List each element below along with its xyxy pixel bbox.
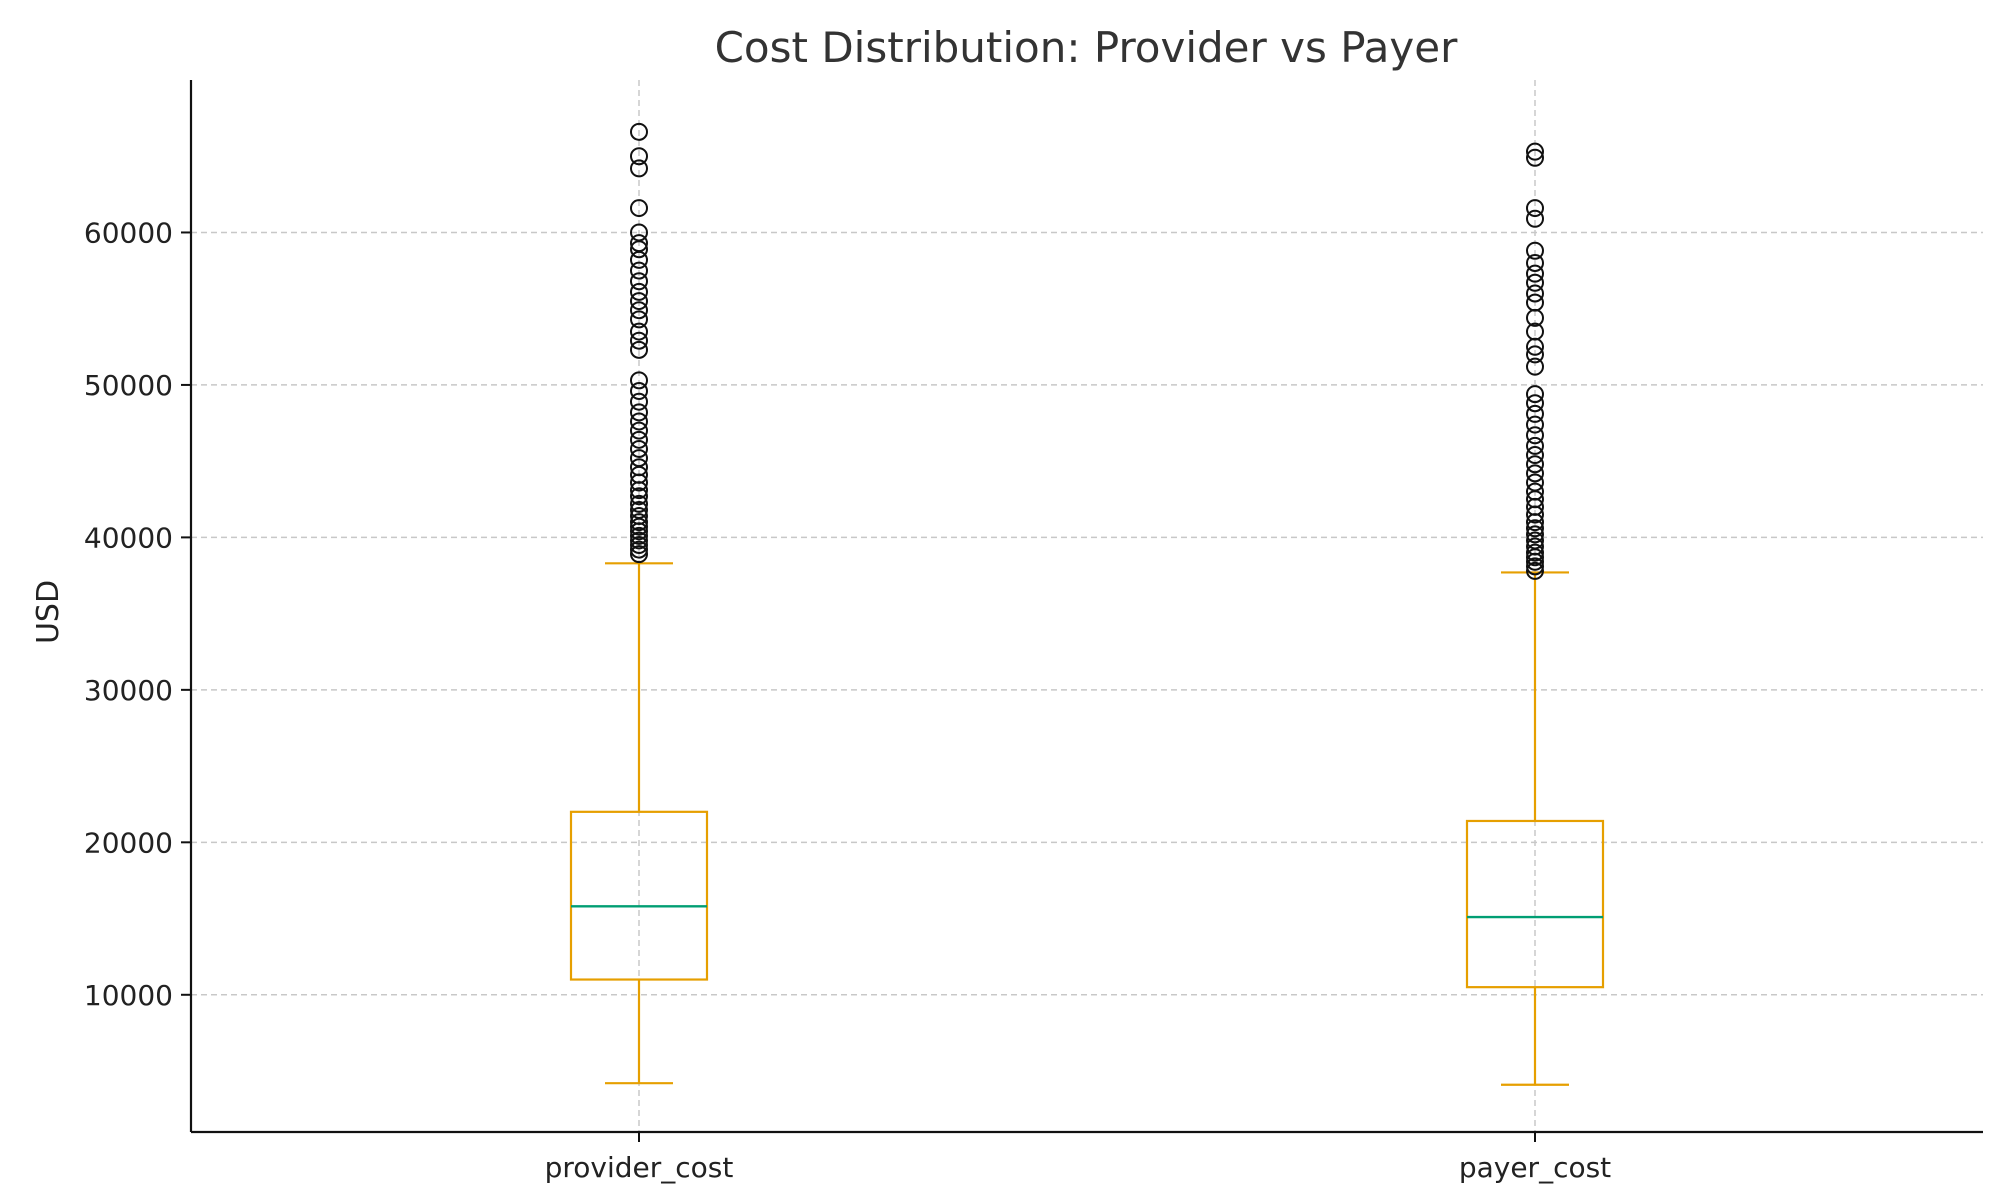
outlier-point	[1526, 209, 1544, 228]
outlier-point	[630, 487, 648, 506]
outlier-point	[1526, 446, 1544, 465]
outlier-point	[1526, 557, 1544, 576]
y-axis-label: USD	[31, 580, 66, 644]
outlier-point	[630, 494, 648, 513]
y-tick-label: 30000	[84, 674, 173, 707]
outlier-point	[1526, 284, 1544, 303]
outlier-point	[630, 282, 648, 301]
outlier-point	[1526, 322, 1544, 341]
outlier-point	[1526, 345, 1544, 364]
outlier-point	[1526, 385, 1544, 404]
y-tick-label: 10000	[84, 979, 173, 1012]
outlier-point	[1526, 394, 1544, 413]
outlier-point	[630, 310, 648, 329]
outlier-point	[1526, 455, 1544, 474]
outlier-point	[630, 412, 648, 431]
outlier-point	[1526, 561, 1544, 580]
outlier-point	[1526, 537, 1544, 556]
outlier-point	[630, 331, 648, 350]
outlier-point	[630, 382, 648, 401]
outlier-point	[630, 439, 648, 458]
outlier-point	[630, 159, 648, 178]
outlier-point	[630, 340, 648, 359]
x-tick-label: provider_cost	[545, 1151, 734, 1184]
outlier-point	[1526, 473, 1544, 492]
outlier-point	[1526, 543, 1544, 562]
outlier-point	[630, 122, 648, 141]
outlier-point	[630, 536, 648, 555]
outlier-point	[1526, 464, 1544, 483]
outlier-point	[630, 371, 648, 390]
outlier-point	[630, 513, 648, 532]
y-tick-label: 60000	[84, 216, 173, 249]
outlier-point	[630, 458, 648, 477]
outlier-point	[630, 403, 648, 422]
outlier-point	[630, 234, 648, 253]
outlier-point	[630, 430, 648, 449]
outlier-point	[630, 540, 648, 559]
outlier-point	[1526, 531, 1544, 550]
outlier-point	[630, 292, 648, 311]
outlier-point	[630, 526, 648, 545]
outlier-point	[1526, 404, 1544, 423]
outlier-point	[1526, 253, 1544, 272]
outlier-point	[630, 199, 648, 218]
box-layer	[569, 122, 1605, 1086]
outlier-point	[630, 272, 648, 291]
outlier-point	[630, 392, 648, 411]
tick-labels: 10000 20000 30000 40000 50000 60000 provider_c…	[84, 216, 1611, 1184]
outlier-point	[1526, 525, 1544, 544]
outlier-point	[630, 322, 648, 341]
outlier-point	[630, 301, 648, 320]
outlier-point	[1526, 264, 1544, 283]
iqr-box	[569, 810, 709, 981]
outlier-point	[630, 507, 648, 526]
outlier-point	[1526, 519, 1544, 538]
outlier-point	[1526, 199, 1544, 218]
y-tick-label: 50000	[84, 369, 173, 402]
chart-title: Cost Distribution: Provider vs Payer	[715, 23, 1458, 72]
outlier-point	[630, 545, 648, 564]
iqr-box	[1465, 819, 1605, 989]
outlier-point	[1526, 273, 1544, 292]
y-tick-label: 20000	[84, 826, 173, 859]
x-tick-label: payer_cost	[1459, 1151, 1611, 1184]
outlier-point	[1526, 357, 1544, 376]
outlier-point	[630, 421, 648, 440]
outlier-point	[1526, 415, 1544, 434]
outlier-point	[1526, 293, 1544, 312]
outlier-point	[1526, 482, 1544, 501]
outlier-point	[630, 261, 648, 280]
outlier-point	[1526, 148, 1544, 167]
axes	[181, 80, 1983, 1142]
outlier-point	[1526, 436, 1544, 455]
outlier-point	[1526, 426, 1544, 445]
grid-lines	[191, 80, 1983, 1132]
outlier-point	[1526, 241, 1544, 260]
outlier-point	[630, 500, 648, 519]
outlier-point	[630, 223, 648, 242]
outlier-point	[1526, 142, 1544, 161]
outlier-point	[630, 531, 648, 550]
outlier-point	[630, 147, 648, 166]
y-tick-label: 40000	[84, 521, 173, 554]
outlier-point	[630, 449, 648, 468]
